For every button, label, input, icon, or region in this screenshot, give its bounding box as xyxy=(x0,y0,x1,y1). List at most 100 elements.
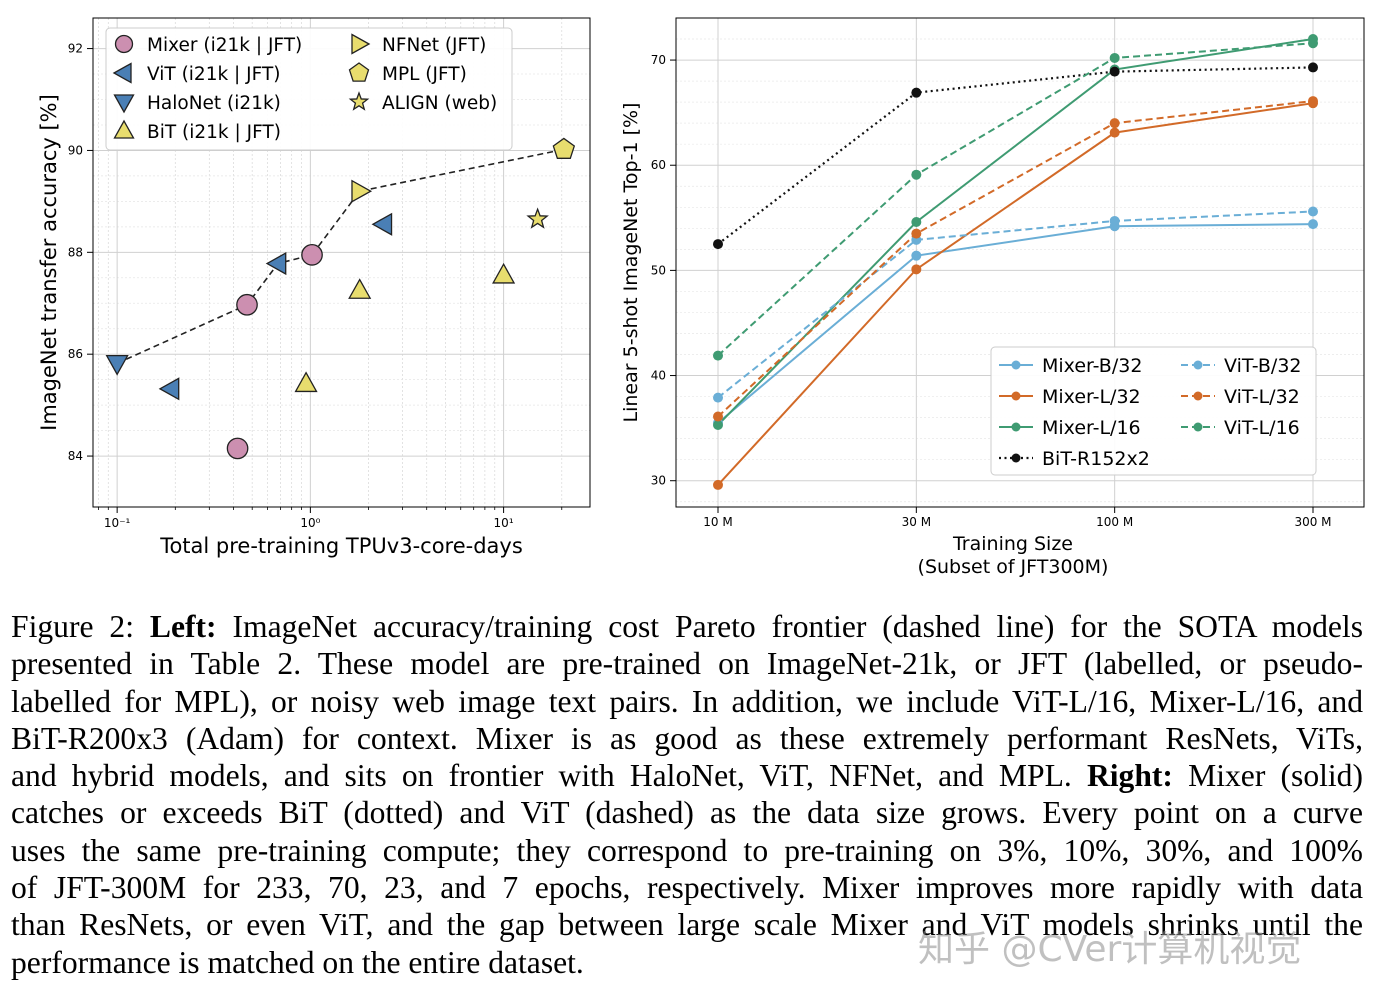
caption-line: than ResNets, or even ViT, and the gap b… xyxy=(11,906,1363,943)
legend: Mixer (i21k | JFT) ViT (i21k | JFT) HaloNe… xyxy=(105,27,513,151)
legend-label-vit-i21k-jft: ViT (i21k | JFT) xyxy=(147,64,280,85)
data-point-bit-r152x2 xyxy=(911,87,922,98)
caption-text: performance is matched on the entire dat… xyxy=(11,944,584,980)
legend-label-mixer-l-32: Mixer-L/32 xyxy=(1042,386,1141,408)
legend-label-mpl-jft: MPL (JFT) xyxy=(382,64,467,85)
data-point-mixer-i21k-jft xyxy=(236,293,258,316)
y-tick-label: 30 xyxy=(651,474,666,488)
data-point-mixer-l-16 xyxy=(713,419,723,430)
caption-line: Figure 2: Left: ImageNet accuracy/traini… xyxy=(11,608,1363,645)
data-point-mixer-i21k-jft xyxy=(226,437,249,460)
data-point-vit-l-32 xyxy=(713,411,723,422)
caption-line: presented in Table 2. These model are pr… xyxy=(11,645,1363,682)
data-point-mixer-l-16 xyxy=(911,217,922,228)
legend-marker-bit-i21k-jft xyxy=(113,119,135,139)
legend-marker-bit-r152x2 xyxy=(1011,453,1021,463)
watermark: 知乎 @CVer计算机视觉 xyxy=(918,929,1302,970)
data-point-bit-i21k-jft xyxy=(348,278,372,299)
plot-frame xyxy=(92,17,591,508)
series-line-vit-l-16 xyxy=(717,42,1314,357)
plot-frame xyxy=(675,17,1365,508)
y-tick-label: 88 xyxy=(68,245,83,259)
y-tick-label: 70 xyxy=(651,53,666,67)
legend-box xyxy=(105,27,513,151)
caption-line: BiT-R200x3 (Adam) for context. Mixer is … xyxy=(11,720,1363,757)
x-tick-label: 300 M xyxy=(1294,515,1331,529)
data-point-mpl-jft xyxy=(552,137,576,159)
data-point-vit-l-32 xyxy=(1308,96,1318,107)
legend-label-align-web: ALIGN (web) xyxy=(382,93,497,114)
x-tick-label: 10¹ xyxy=(494,516,514,530)
data-point-bit-r152x2 xyxy=(713,239,723,250)
legend-label-mixer-i21k-jft: Mixer (i21k | JFT) xyxy=(147,35,302,56)
y-tick-label: 86 xyxy=(68,347,83,361)
y-tick-label: 84 xyxy=(68,449,83,463)
caption-text: presented in Table 2. These model are pr… xyxy=(11,646,1363,682)
data-point-vit-l-32 xyxy=(1109,118,1120,129)
figure-caption: Figure 2: Left: ImageNet accuracy/traini… xyxy=(11,608,1363,981)
caption-line: labelled for MPL), or noisy web image te… xyxy=(11,683,1363,720)
data-point-vit-l-16 xyxy=(713,350,723,361)
data-point-bit-r152x2 xyxy=(1308,62,1318,73)
legend-label-vit-l-32: ViT-L/32 xyxy=(1224,386,1300,408)
data-point-vit-l-16 xyxy=(1109,52,1120,63)
series-line-mixer-l-32 xyxy=(717,102,1314,486)
data-point-mixer-b-32 xyxy=(1308,219,1318,230)
caption-text: uses the same pre-training compute; they… xyxy=(11,832,1363,868)
data-point-vit-l-32 xyxy=(911,228,922,239)
caption-text: BiT-R200x3 (Adam) for context. Mixer is … xyxy=(11,720,1363,756)
data-point-bit-i21k-jft xyxy=(294,371,318,393)
caption-text: ImageNet accuracy/training cost Pareto f… xyxy=(216,609,1363,644)
caption-line: catches or exceeds BiT (dotted) and ViT … xyxy=(11,794,1363,831)
data-point-mixer-i21k-jft xyxy=(301,244,323,266)
legend-label-vit-l-16: ViT-L/16 xyxy=(1224,417,1300,439)
legend-marker-mixer-b-32 xyxy=(1011,360,1021,370)
series-line-mixer-b-32 xyxy=(717,223,1314,424)
caption-text: labelled for MPL), or noisy web image te… xyxy=(11,683,1363,719)
y-tick-label: 40 xyxy=(651,369,666,383)
data-point-vit-l-16 xyxy=(911,169,922,180)
data-point-nfnet-jft xyxy=(351,179,373,203)
legend-marker-vit-i21k-jft xyxy=(112,62,132,84)
legend-marker-halonet-i21k xyxy=(113,94,135,114)
caption-bold-label: Left: xyxy=(149,609,217,644)
data-point-vit-i21k-jft xyxy=(265,251,287,276)
legend-marker-mixer-l-16 xyxy=(1011,422,1021,432)
figure: 10⁻¹ 10⁰ 10¹ 84 86 88 90 92 Total pre-training T… xyxy=(37,17,1365,578)
legend-label-bit-i21k-jft: BiT (i21k | JFT) xyxy=(147,122,281,143)
data-point-vit-b-32 xyxy=(1109,215,1120,226)
caption-text: catches or exceeds BiT (dotted) and ViT … xyxy=(11,795,1363,831)
legend-marker-nfnet-jft xyxy=(351,33,371,55)
data-point-vit-i21k-jft xyxy=(371,212,393,236)
right-chart: 30 40 50 60 70 10 M 30 M 100 M 300 M Training Siz… xyxy=(620,17,1365,578)
caption-text: Figure 2: xyxy=(11,609,150,644)
data-point-halonet-i21k xyxy=(105,355,129,376)
y-tick-label: 60 xyxy=(651,158,666,172)
legend-marker-vit-l-16 xyxy=(1193,422,1203,432)
data-point-mixer-l-32 xyxy=(911,264,922,275)
caption-line: and hybrid models, and sits on frontier … xyxy=(11,757,1363,794)
legend-label-nfnet-jft: NFNet (JFT) xyxy=(382,35,486,56)
caption-text: than ResNets, or even ViT, and the gap b… xyxy=(11,907,1363,943)
caption-line: uses the same pre-training compute; they… xyxy=(11,832,1363,869)
legend: Mixer-B/32 Mixer-L/32 Mixer-L/16 BiT-R152x2… xyxy=(990,346,1317,476)
legend-label-vit-b-32: ViT-B/32 xyxy=(1224,355,1302,377)
y-tick-label: 90 xyxy=(68,143,83,157)
series-line-vit-b-32 xyxy=(717,210,1314,399)
data-point-vit-b-32 xyxy=(1308,206,1318,217)
x-tick-label: 10⁰ xyxy=(300,516,320,530)
caption-line: performance is matched on the entire dat… xyxy=(11,944,1363,981)
legend-marker-align-web xyxy=(348,91,370,111)
left-chart: 10⁻¹ 10⁰ 10¹ 84 86 88 90 92 Total pre-training T… xyxy=(37,17,591,558)
data-point-bit-r152x2 xyxy=(1109,66,1120,77)
y-tick-label: 50 xyxy=(651,263,666,277)
pareto-frontier-line xyxy=(116,148,565,365)
caption-text: Mixer (solid) xyxy=(1172,758,1363,794)
data-point-bit-i21k-jft xyxy=(492,262,516,284)
y-axis-label: Linear 5-shot ImageNet Top-1 [%] xyxy=(620,103,642,423)
x-axis-label: Training Size xyxy=(952,533,1073,555)
data-point-vit-i21k-jft xyxy=(158,377,180,401)
legend-label-mixer-l-16: Mixer-L/16 xyxy=(1042,417,1141,439)
legend-marker-vit-l-32 xyxy=(1193,391,1203,401)
legend-marker-mixer-i21k-jft xyxy=(114,34,134,54)
